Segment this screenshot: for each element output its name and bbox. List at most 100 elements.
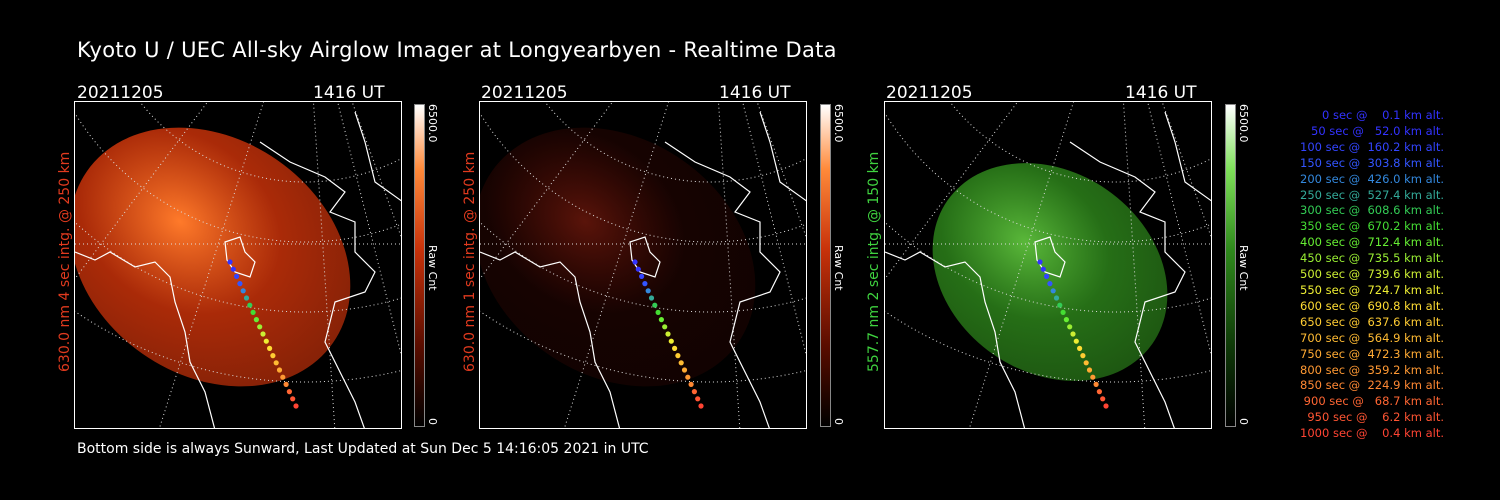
panel-3-side-label: 557.7 nm 2 sec intg. @ 150 km <box>866 151 882 372</box>
track-point <box>1063 317 1069 323</box>
panel-2-cbar-min: 0 <box>832 418 845 425</box>
panel-3-cbar-min: 0 <box>1237 418 1250 425</box>
legend-row: 450 sec @ 735.5 km alt. <box>1296 251 1444 266</box>
coastline <box>885 251 1026 428</box>
track-point <box>1093 381 1099 387</box>
track-point <box>1053 295 1060 301</box>
track-point <box>1096 389 1102 395</box>
panel-3-allsky-image <box>884 101 1212 429</box>
legend-row: 500 sec @ 739.6 km alt. <box>1296 267 1444 282</box>
track-point <box>267 345 273 351</box>
track-point <box>652 302 658 308</box>
track-point <box>250 309 256 315</box>
track-point <box>698 403 704 409</box>
track-point <box>247 302 253 308</box>
legend-row: 650 sec @ 637.6 km alt. <box>1296 314 1444 329</box>
legend-row: 0 sec @ 0.1 km alt. <box>1311 108 1444 122</box>
coastline <box>1164 111 1211 202</box>
track-point <box>1103 403 1109 409</box>
track-point <box>688 381 694 387</box>
track-point <box>1037 259 1043 265</box>
track-point <box>1083 360 1089 366</box>
track-point <box>270 353 276 359</box>
panel-1-cbar-unit: Raw Cnt <box>426 245 439 291</box>
legend-row: 400 sec @ 712.4 km alt. <box>1296 235 1444 250</box>
track-point <box>234 273 240 279</box>
legend-row: 50 sec @ 52.0 km alt. <box>1303 123 1444 138</box>
legend-row: 350 sec @ 670.2 km alt. <box>1296 219 1444 234</box>
track-point <box>1070 331 1076 337</box>
legend-row: 700 sec @ 564.9 km alt. <box>1296 330 1444 345</box>
panel-2-allsky-image <box>479 101 807 429</box>
track-point <box>1047 281 1053 287</box>
panel-3-date: 20211205 <box>886 83 973 103</box>
panel-1-colorbar <box>414 104 425 427</box>
panel-1-side-label: 630.0 nm 4 sec intg. @ 250 km <box>57 151 73 372</box>
panel-1-cbar-min: 0 <box>426 418 439 425</box>
track-point <box>1040 266 1046 272</box>
track-point <box>263 338 269 344</box>
track-point <box>639 273 645 279</box>
panel-1-allsky-image <box>74 101 402 429</box>
track-point <box>1080 353 1086 359</box>
track-point <box>227 259 233 265</box>
legend-row: 150 sec @ 303.8 km alt. <box>1296 155 1444 170</box>
coastline <box>354 111 401 202</box>
track-point <box>1067 324 1073 330</box>
legend-row: 250 sec @ 527.4 km alt. <box>1296 187 1444 202</box>
page-title: Kyoto U / UEC All-sky Airglow Imager at … <box>77 38 837 62</box>
track-point <box>276 367 283 373</box>
panel-1-time: 1416 UT <box>313 83 385 103</box>
track-point <box>1086 367 1093 373</box>
track-point <box>1073 338 1079 344</box>
coastline <box>75 251 216 428</box>
track-point <box>293 403 299 409</box>
track-point <box>665 331 671 337</box>
panel-3-cbar-unit: Raw Cnt <box>1237 245 1250 291</box>
track-point <box>662 324 668 330</box>
grid-radial <box>480 102 614 280</box>
track-point <box>1050 288 1056 294</box>
legend-row: 600 sec @ 690.8 km alt. <box>1296 298 1444 313</box>
track-point <box>645 288 651 294</box>
track-point <box>635 266 641 272</box>
grid-radial <box>312 102 336 428</box>
coastline <box>480 251 621 428</box>
legend-row: 300 sec @ 608.6 km alt. <box>1296 203 1444 218</box>
track-point <box>237 281 243 287</box>
footer-status: Bottom side is always Sunward, Last Upda… <box>77 441 649 457</box>
track-point <box>230 266 236 272</box>
panel-2-side-label: 630.0 nm 1 sec intg. @ 250 km <box>462 151 478 372</box>
airglow-disk <box>932 163 1168 381</box>
grid-radial <box>885 102 1019 280</box>
track-point <box>253 317 259 323</box>
legend-row: 550 sec @ 724.7 km alt. <box>1296 282 1444 297</box>
panel-2-cbar-unit: Raw Cnt <box>832 245 845 291</box>
track-point <box>283 381 289 387</box>
panel-2-date: 20211205 <box>481 83 568 103</box>
legend-row: 850 sec @ 224.9 km alt. <box>1296 378 1444 393</box>
track-point <box>260 331 266 337</box>
legend-row: 1000 sec @ 0.4 km alt. <box>1300 426 1444 441</box>
track-point <box>691 389 697 395</box>
track-point <box>695 396 701 402</box>
track-point <box>685 374 691 380</box>
legend-row: 200 sec @ 426.0 km alt. <box>1296 171 1444 186</box>
coastline <box>259 141 376 428</box>
track-point <box>273 360 279 366</box>
track-point <box>1090 374 1096 380</box>
track-point <box>257 324 263 330</box>
coastline <box>664 141 781 428</box>
legend-row: 750 sec @ 472.3 km alt. <box>1296 346 1444 361</box>
airglow-disk <box>480 127 756 387</box>
panel-3-colorbar <box>1225 104 1236 427</box>
track-point <box>642 281 648 287</box>
legend-row: 100 sec @ 160.2 km alt. <box>1296 139 1444 154</box>
grid-radial <box>717 102 741 428</box>
track-point <box>1057 302 1063 308</box>
track-point <box>632 259 638 265</box>
satellite-track-legend: 0 sec @ 0.1 km alt. 50 sec @ 52.0 km alt… <box>1264 108 1444 442</box>
track-point <box>672 345 678 351</box>
track-point <box>668 338 674 344</box>
grid-radial <box>1122 102 1146 428</box>
